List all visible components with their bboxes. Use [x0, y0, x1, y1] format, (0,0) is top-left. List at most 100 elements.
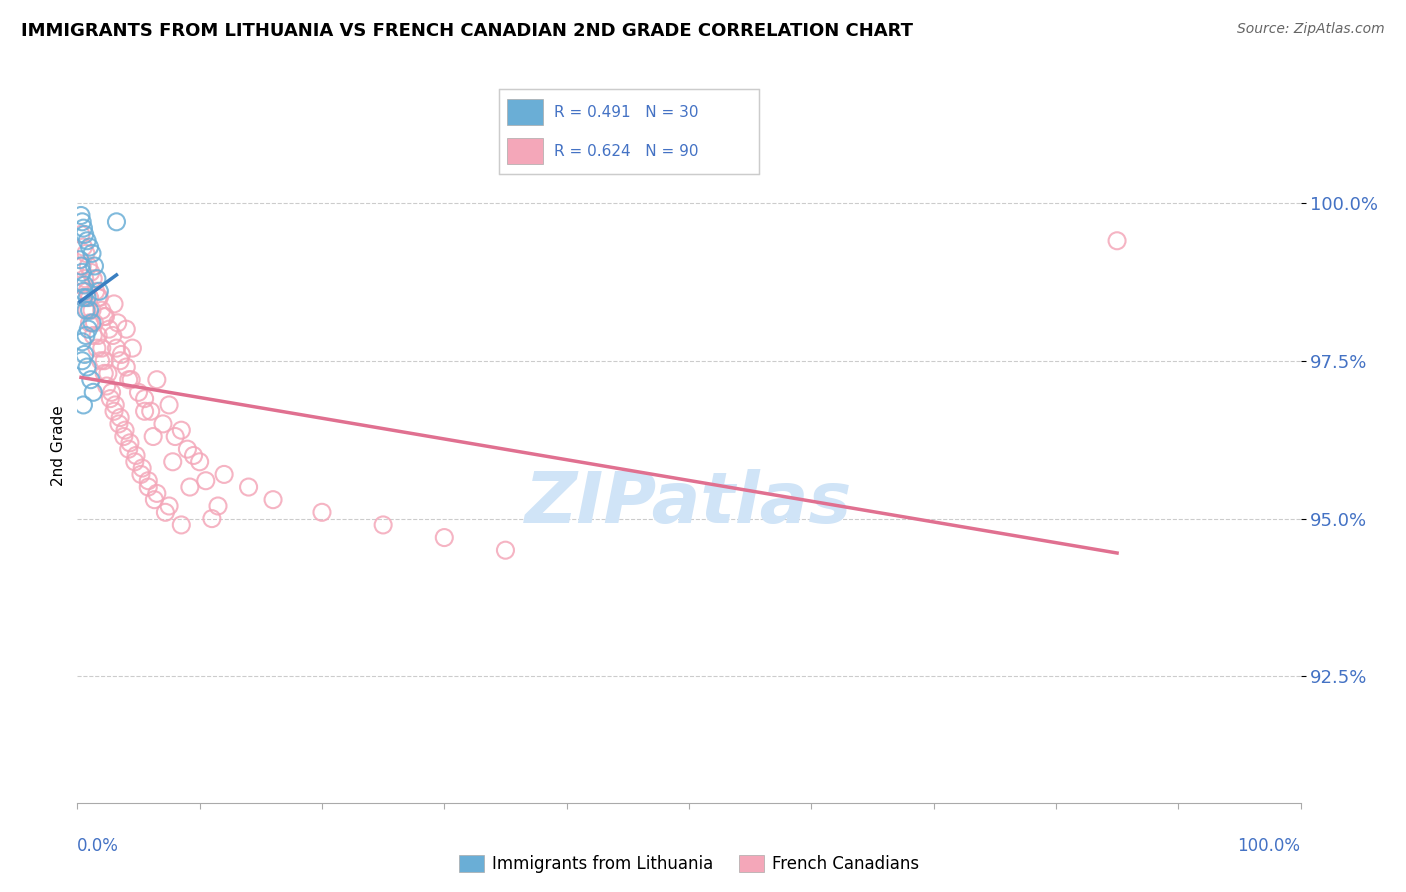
Point [75, 303, 97, 318]
Point [157, 499, 180, 513]
Point [70, 277, 93, 292]
Point [311, 505, 333, 519]
Legend: Immigrants from Lithuania, French Canadians: Immigrants from Lithuania, French Canadi… [453, 848, 925, 880]
Point [82, 385, 104, 400]
Point [72, 291, 94, 305]
Point [82, 328, 104, 343]
Point [73, 271, 96, 285]
Point [96, 379, 118, 393]
Point [179, 480, 201, 494]
Point [87, 291, 110, 305]
Point [194, 474, 217, 488]
Point [83, 316, 105, 330]
Text: Source: ZipAtlas.com: Source: ZipAtlas.com [1237, 22, 1385, 37]
Point [76, 285, 98, 299]
Point [155, 505, 177, 519]
Point [103, 297, 125, 311]
Point [69, 252, 91, 267]
Point [162, 455, 184, 469]
Point [136, 474, 159, 488]
Point [90, 341, 112, 355]
Point [108, 417, 131, 431]
Point [170, 423, 193, 437]
Point [93, 367, 115, 381]
Point [134, 392, 156, 406]
Text: 100.0%: 100.0% [1237, 837, 1301, 855]
Point [70, 209, 93, 223]
Point [76, 291, 98, 305]
Point [70, 353, 93, 368]
Point [70, 227, 93, 242]
Point [70, 334, 93, 349]
Text: R = 0.491   N = 30: R = 0.491 N = 30 [554, 104, 699, 120]
FancyBboxPatch shape [508, 138, 543, 164]
Point [76, 303, 98, 318]
Point [72, 285, 94, 299]
FancyBboxPatch shape [508, 99, 543, 125]
Text: IMMIGRANTS FROM LITHUANIA VS FRENCH CANADIAN 2ND GRADE CORRELATION CHART: IMMIGRANTS FROM LITHUANIA VS FRENCH CANA… [21, 22, 912, 40]
Point [115, 360, 138, 375]
Point [371, 517, 394, 532]
Point [170, 517, 193, 532]
Point [114, 423, 136, 437]
Point [143, 492, 166, 507]
Point [127, 385, 149, 400]
Point [262, 492, 284, 507]
Point [79, 240, 101, 254]
Point [165, 429, 187, 443]
Point [77, 322, 100, 336]
Point [139, 404, 162, 418]
Point [70, 259, 93, 273]
Point [103, 404, 125, 418]
Point [73, 347, 96, 361]
Point [207, 499, 229, 513]
Point [118, 442, 141, 457]
Point [93, 310, 115, 324]
Point [73, 277, 96, 292]
Point [70, 259, 93, 273]
Point [212, 467, 235, 482]
Point [75, 328, 97, 343]
Point [90, 353, 112, 368]
Point [124, 455, 146, 469]
Point [104, 398, 127, 412]
Point [238, 480, 260, 494]
Point [86, 271, 108, 285]
Point [136, 480, 159, 494]
Point [188, 455, 211, 469]
Point [80, 246, 103, 260]
Point [90, 303, 112, 318]
Point [80, 373, 103, 387]
Point [80, 303, 103, 318]
Text: ZIPatlas: ZIPatlas [526, 468, 852, 538]
Point [121, 341, 143, 355]
Point [80, 316, 103, 330]
Point [86, 341, 108, 355]
Text: 0.0%: 0.0% [77, 837, 120, 855]
Point [76, 234, 98, 248]
Text: R = 0.624   N = 90: R = 0.624 N = 90 [554, 144, 699, 159]
Point [129, 467, 152, 482]
Point [120, 373, 142, 387]
Point [72, 291, 94, 305]
Point [105, 341, 128, 355]
Point [77, 259, 100, 273]
Point [82, 271, 104, 285]
Point [146, 486, 169, 500]
Point [89, 291, 111, 305]
Point [79, 303, 101, 318]
Point [152, 417, 174, 431]
Point [495, 543, 517, 558]
Point [84, 285, 107, 299]
Point [100, 385, 122, 400]
Point [1107, 234, 1129, 248]
Point [125, 449, 148, 463]
Point [142, 429, 165, 443]
Point [83, 259, 105, 273]
Point [115, 322, 138, 336]
Y-axis label: 2nd Grade: 2nd Grade [51, 406, 66, 486]
Point [157, 398, 180, 412]
Point [105, 215, 128, 229]
Point [112, 429, 135, 443]
Point [107, 316, 129, 330]
